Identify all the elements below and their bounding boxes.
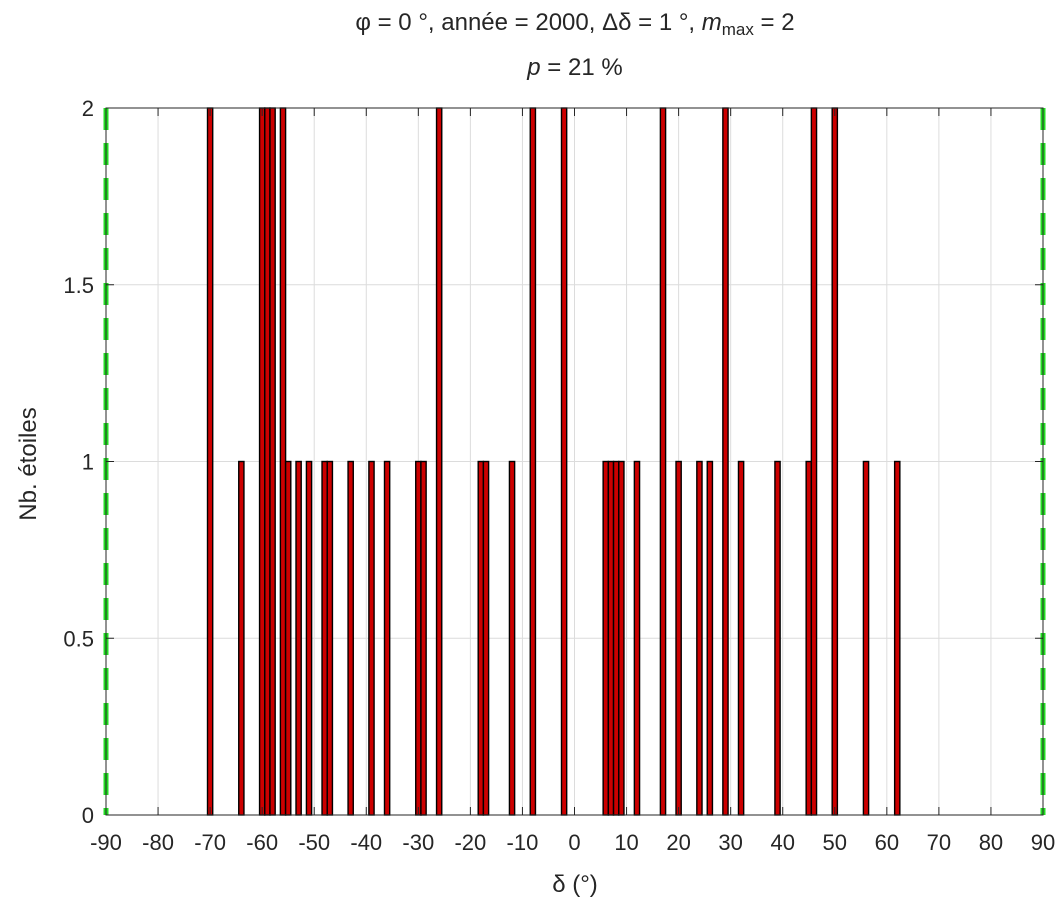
histogram-bar: [305, 460, 313, 816]
chart-title-line2: p = 21 %: [526, 54, 622, 81]
x-tick-label: -30: [402, 830, 434, 855]
histogram-bar: [612, 460, 620, 816]
x-tick-label: 60: [875, 830, 899, 855]
x-tick-label: 50: [823, 830, 847, 855]
histogram-bar: [477, 460, 485, 816]
histogram-bar: [321, 460, 328, 816]
histogram-bar: [269, 107, 276, 816]
chart-title-line1: φ = 0 °, année = 2000, Δδ = 1 °, mmax = …: [355, 9, 794, 39]
title-m-subscript: max: [722, 20, 755, 39]
y-tick-label: 0: [82, 803, 94, 828]
title-m-variable: m: [702, 9, 722, 36]
y-tick-label: 0.5: [63, 626, 94, 651]
x-tick-label: 90: [1031, 830, 1055, 855]
histogram-bar: [383, 460, 391, 816]
x-tick-label: -10: [507, 830, 539, 855]
histogram-bar: [368, 460, 375, 816]
histogram-bar: [482, 460, 490, 816]
histogram-bar: [675, 460, 682, 816]
histogram-bar: [737, 460, 745, 816]
histogram-bar: [279, 107, 287, 816]
title-line2-rest: = 21 %: [541, 54, 623, 81]
x-tick-label: 40: [770, 830, 794, 855]
histogram-bar: [722, 107, 729, 816]
histogram-bar: [774, 460, 781, 816]
histogram-bar: [659, 107, 667, 816]
histogram-bar: [529, 107, 537, 816]
histogram-bar: [633, 460, 641, 816]
title-p-variable: p: [526, 54, 540, 81]
histogram-bar: [238, 460, 245, 816]
x-tick-label: 70: [927, 830, 951, 855]
x-tick-label: 80: [979, 830, 1003, 855]
histogram-bar: [810, 107, 818, 816]
x-tick-label: 30: [718, 830, 742, 855]
histogram-bar: [862, 460, 870, 816]
histogram-bar: [347, 460, 354, 816]
histogram-bar: [607, 460, 615, 816]
histogram-bar: [264, 107, 271, 816]
title-line1-pre: φ = 0 °, année = 2000, Δδ = 1 °,: [355, 9, 701, 36]
x-tick-label: 0: [568, 830, 580, 855]
histogram-bar: [805, 460, 813, 816]
x-tick-labels: -90 -80 -70 -60 -50 -40 -30 -20 -10 0 10 20 30 40 50 60…: [90, 830, 1055, 855]
x-tick-label: -50: [298, 830, 330, 855]
histogram-bar: [326, 460, 334, 816]
histogram-bar: [831, 107, 839, 816]
x-tick-label: 20: [666, 830, 690, 855]
x-tick-label: -60: [246, 830, 278, 855]
y-tick-label: 2: [82, 96, 94, 121]
x-tick-label: -90: [90, 830, 122, 855]
x-tick-label: -20: [454, 830, 486, 855]
y-tick-label: 1.5: [63, 273, 94, 298]
x-tick-label: -40: [350, 830, 382, 855]
x-tick-label: 10: [614, 830, 638, 855]
grid-lines: [105, 107, 1044, 816]
histogram-bar: [696, 460, 703, 816]
histogram-bar: [284, 460, 292, 816]
title-line1-post: = 2: [754, 9, 795, 36]
histogram-bar: [602, 460, 610, 816]
histogram-bar: [560, 107, 568, 816]
histogram-bar: [295, 460, 302, 816]
histogram-bar: [618, 460, 625, 816]
histogram-bar: [420, 460, 427, 816]
histogram-bar: [706, 460, 714, 816]
x-tick-label: -70: [194, 830, 226, 855]
histogram-bar: [893, 460, 901, 816]
histogram-bar: [415, 460, 422, 816]
x-axis-label: δ (°): [552, 871, 598, 898]
x-tick-label: -80: [142, 830, 174, 855]
histogram-bar: [206, 107, 214, 816]
y-tick-label: 1: [82, 450, 94, 475]
histogram-bar: [508, 460, 516, 816]
histogram-bar: [258, 107, 266, 816]
histogram-bar: [435, 107, 443, 816]
y-axis-label: Nb. étoiles: [15, 407, 42, 520]
tick-marks: [105, 107, 1044, 816]
y-tick-labels: 0 0.5 1 1.5 2: [63, 96, 94, 828]
